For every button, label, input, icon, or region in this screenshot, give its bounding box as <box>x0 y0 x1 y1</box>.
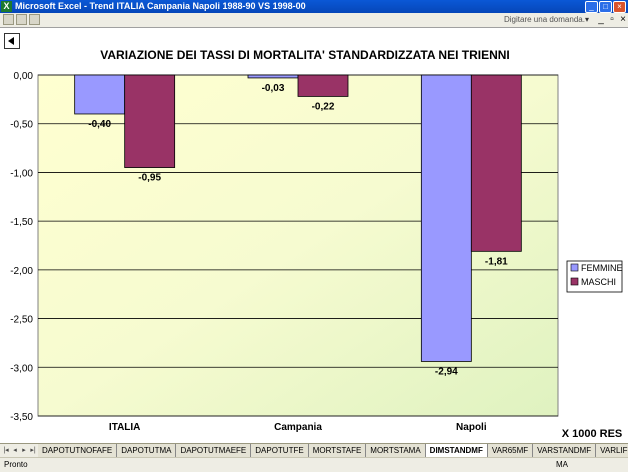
sheet-tab[interactable]: VARLIFEXMF <box>596 444 628 457</box>
ask-question-box[interactable]: Digitare una domanda. <box>504 15 585 24</box>
last-sheet-icon[interactable]: ▸| <box>30 447 36 454</box>
bar-maschi-campania <box>297 74 349 97</box>
first-sheet-icon[interactable]: |◂ <box>3 447 9 454</box>
sheet-tab[interactable]: VAR65MF <box>487 444 534 457</box>
x-tick-label: Napoli <box>456 422 487 433</box>
print-preview-icon[interactable] <box>16 14 27 25</box>
maximize-button[interactable]: □ <box>599 1 612 13</box>
workbook-close-button[interactable]: × <box>620 14 626 25</box>
sheet-tab[interactable]: DIMSTANDMF <box>425 444 488 457</box>
bar-femmine-napoli <box>420 74 472 362</box>
data-label: -0,22 <box>312 101 335 112</box>
y-tick-label: -3,50 <box>10 412 33 423</box>
y-tick-label: 0,00 <box>14 71 34 82</box>
new-file-icon[interactable] <box>3 14 14 25</box>
sheet-tab[interactable]: DAPOTUTNOFAFE <box>38 444 118 457</box>
legend-swatch <box>570 263 579 272</box>
sheet-tab-bar: |◂ ◂ ▸ ▸| DAPOTUTNOFAFE DAPOTUTMA DAPOTUTM… <box>0 443 628 458</box>
status-bar: Pronto MA <box>0 457 628 472</box>
sheet-tab[interactable]: DAPOTUTMA <box>117 444 177 457</box>
x-tick-label: ITALIA <box>109 422 140 433</box>
workbook-minimize-button[interactable]: _ <box>598 14 604 25</box>
data-label: -0,95 <box>138 173 161 184</box>
prev-sheet-icon[interactable]: ◂ <box>13 447 17 454</box>
y-tick-label: -2,00 <box>10 266 33 277</box>
print-icon[interactable] <box>29 14 40 25</box>
y-tick-label: -1,00 <box>10 168 33 179</box>
sheet-tab[interactable]: DAPOTUTMAEFE <box>176 444 252 457</box>
workbook-restore-button[interactable]: ▫ <box>610 14 614 25</box>
y-tick-label: -3,00 <box>10 363 33 374</box>
status-text: Pronto <box>4 460 28 469</box>
data-label: -0,40 <box>88 119 111 130</box>
sheet-tab[interactable]: MORTSTAFE <box>308 444 367 457</box>
minimize-button[interactable]: _ <box>585 1 598 13</box>
close-button[interactable]: × <box>613 1 626 13</box>
mode-indicator: MA <box>556 460 568 469</box>
sheet-tabs: DAPOTUTNOFAFE DAPOTUTMA DAPOTUTMAEFE DAPOTU… <box>38 444 628 458</box>
legend-label: MASCHI <box>581 277 616 287</box>
y-tick-label: -0,50 <box>10 120 33 131</box>
data-label: -1,81 <box>485 256 508 267</box>
next-sheet-icon[interactable]: ▸ <box>22 447 26 454</box>
sheet-tab[interactable]: MORTSTAMA <box>366 444 426 457</box>
y-tick-label: -1,50 <box>10 217 33 228</box>
chevron-down-icon[interactable]: ▾ <box>585 15 590 24</box>
sheet-tab[interactable]: DAPOTUTFE <box>251 444 309 457</box>
legend: FEMMINE MASCHI <box>566 260 623 293</box>
unit-label: X 1000 RES <box>562 428 623 440</box>
back-arrow-button[interactable] <box>4 33 20 49</box>
chart-title: VARIAZIONE DEI TASSI DI MORTALITA' STAND… <box>100 48 510 62</box>
x-tick-label: Campania <box>274 422 322 433</box>
window-title: Microsoft Excel - Trend ITALIA Campania … <box>15 1 306 11</box>
bar-femmine-italia <box>74 74 126 115</box>
data-label: -0,03 <box>262 83 285 94</box>
legend-label: FEMMINE <box>581 263 623 273</box>
excel-icon: X <box>1 1 12 12</box>
chart: VARIAZIONE DEI TASSI DI MORTALITA' STAND… <box>10 48 623 440</box>
title-bar: X Microsoft Excel - Trend ITALIA Campani… <box>0 0 628 13</box>
bar-maschi-napoli <box>470 74 522 252</box>
toolbar: Digitare una domanda. ▾ _ ▫ × <box>0 13 628 27</box>
y-tick-label: -2,50 <box>10 315 33 326</box>
chart-sheet[interactable]: VARIAZIONE DEI TASSI DI MORTALITA' STAND… <box>0 27 628 443</box>
legend-swatch <box>570 277 579 286</box>
data-label: -2,94 <box>435 366 458 377</box>
bar-femmine-campania <box>247 74 299 79</box>
sheet-tab[interactable]: VARSTANDMF <box>533 444 597 457</box>
bar-maschi-italia <box>124 74 176 168</box>
